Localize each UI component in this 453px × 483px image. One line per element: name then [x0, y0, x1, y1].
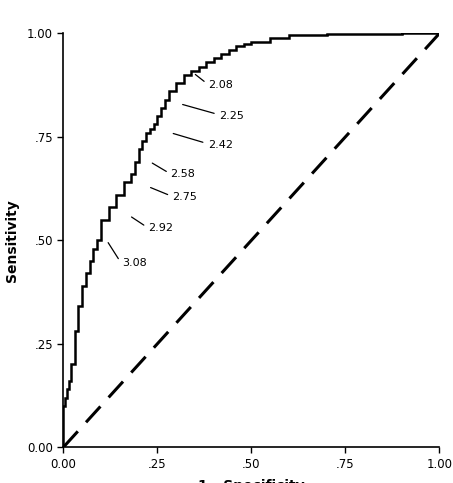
Y-axis label: Sensitivity: Sensitivity: [5, 199, 19, 282]
Text: 2.42: 2.42: [208, 140, 233, 150]
Text: www.medscape.com: www.medscape.com: [143, 7, 265, 20]
Text: 2.58: 2.58: [171, 169, 195, 179]
Text: 2.25: 2.25: [219, 111, 244, 121]
Text: Medscape®: Medscape®: [14, 7, 92, 20]
Text: 2.75: 2.75: [173, 192, 198, 202]
Text: 2.92: 2.92: [148, 223, 173, 233]
X-axis label: 1 - Specificity: 1 - Specificity: [198, 479, 305, 483]
Text: 3.08: 3.08: [122, 258, 146, 268]
Text: 2.08: 2.08: [208, 80, 233, 90]
Text: Source: Crit Care Med © 2005 Lippincott Williams & Wilkins: Source: Crit Care Med © 2005 Lippincott …: [173, 465, 444, 474]
